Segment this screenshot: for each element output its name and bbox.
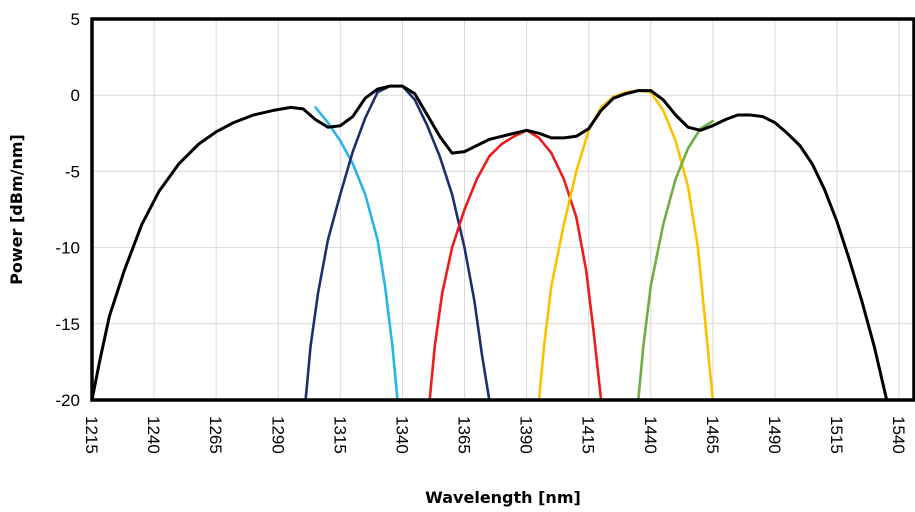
y-tick-labels: 5 0 -5 -10 -15 -20: [55, 10, 80, 410]
series-line-5: [636, 119, 715, 402]
series-line-1: [314, 106, 399, 402]
y-tick-label: -5: [65, 162, 80, 181]
x-tick-labels: 1215 1240 1265 1290 1315 1340 1365 1390 1415 1440…: [82, 416, 908, 454]
x-tick-label: 1265: [206, 416, 225, 454]
y-tick-label: -10: [55, 239, 80, 258]
x-tick-label: 1515: [827, 416, 846, 454]
x-tick-label: 1240: [144, 416, 163, 454]
y-axis-title: Power [dBm/nm]: [7, 134, 26, 285]
x-tick-label: 1415: [579, 416, 598, 454]
series-line-3: [428, 129, 603, 402]
y-tick-label: -20: [55, 391, 80, 410]
series-line-2: [304, 84, 491, 402]
y-tick-label: 0: [71, 86, 80, 105]
x-tick-label: 1540: [889, 416, 908, 454]
x-tick-label: 1340: [392, 416, 411, 454]
y-tick-label: -15: [55, 315, 80, 334]
plot-frame: [90, 17, 915, 402]
x-tick-label: 1215: [82, 416, 101, 454]
x-tick-label: 1490: [765, 416, 784, 454]
y-tick-label: 5: [71, 10, 80, 29]
grid: [91, 18, 914, 401]
x-tick-label: 1390: [517, 416, 536, 454]
x-tick-label: 1315: [330, 416, 349, 454]
series-line-0: [90, 84, 901, 402]
x-tick-label: 1465: [703, 416, 722, 454]
x-tick-label: 1290: [268, 416, 287, 454]
x-axis-title: Wavelength [nm]: [425, 488, 581, 507]
x-tick-label: 1440: [641, 416, 660, 454]
x-tick-label: 1365: [455, 416, 474, 454]
series-group: [90, 84, 901, 402]
